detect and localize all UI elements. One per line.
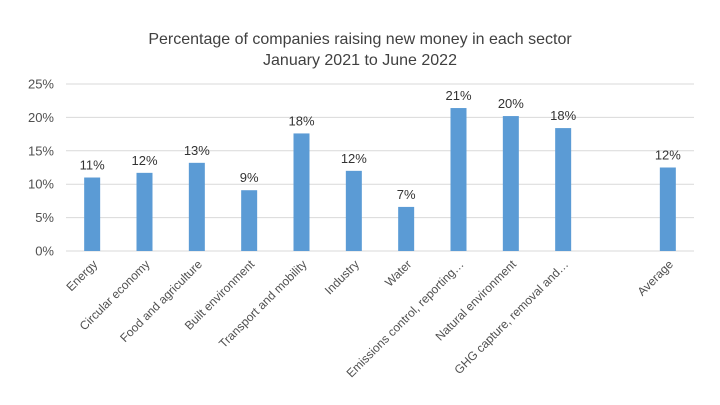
bar bbox=[84, 177, 101, 251]
data-label: 21% bbox=[445, 88, 471, 103]
data-label: 12% bbox=[341, 151, 367, 166]
bar bbox=[502, 116, 519, 252]
y-tick-label: 10% bbox=[28, 177, 54, 192]
bar bbox=[188, 162, 205, 251]
y-tick-label: 5% bbox=[35, 210, 54, 225]
y-axis-tick-labels: 0% 5% 10% 15% 20% 25% bbox=[28, 77, 54, 259]
chart-title-line-2: January 2021 to June 2022 bbox=[263, 52, 457, 69]
x-category-label: Average bbox=[635, 257, 677, 299]
bar bbox=[345, 170, 362, 251]
data-label: 18% bbox=[288, 113, 314, 128]
bar bbox=[241, 190, 258, 251]
data-label: 11% bbox=[80, 158, 105, 173]
bars bbox=[84, 108, 676, 252]
x-category-label: Energy bbox=[63, 257, 100, 294]
bar bbox=[293, 133, 310, 251]
y-tick-label: 20% bbox=[28, 110, 54, 125]
y-tick-label: 15% bbox=[28, 143, 54, 158]
bar bbox=[136, 172, 153, 251]
x-category-label: GHG capture, removal and… bbox=[451, 257, 571, 377]
bar bbox=[398, 206, 415, 251]
x-category-label: Industry bbox=[322, 257, 362, 297]
x-category-label: Water bbox=[382, 257, 414, 289]
data-label: 20% bbox=[498, 96, 524, 111]
data-label: 12% bbox=[655, 148, 681, 163]
data-labels: 11% 12% 13% 9% 18% 12% 7% 21% 20% 18% 12% bbox=[80, 88, 682, 202]
gridlines bbox=[66, 83, 694, 252]
data-label: 9% bbox=[240, 170, 259, 185]
bar bbox=[659, 167, 676, 251]
bar bbox=[555, 128, 572, 251]
chart-title-line-1: Percentage of companies raising new mone… bbox=[148, 31, 572, 48]
y-tick-label: 0% bbox=[35, 244, 54, 259]
data-label: 12% bbox=[131, 153, 157, 168]
bar bbox=[450, 108, 467, 251]
data-label: 18% bbox=[550, 108, 576, 123]
y-tick-label: 25% bbox=[28, 77, 54, 92]
data-label: 13% bbox=[184, 143, 210, 158]
data-label: 7% bbox=[397, 187, 416, 202]
x-category-label: Transport and mobility bbox=[216, 257, 310, 351]
